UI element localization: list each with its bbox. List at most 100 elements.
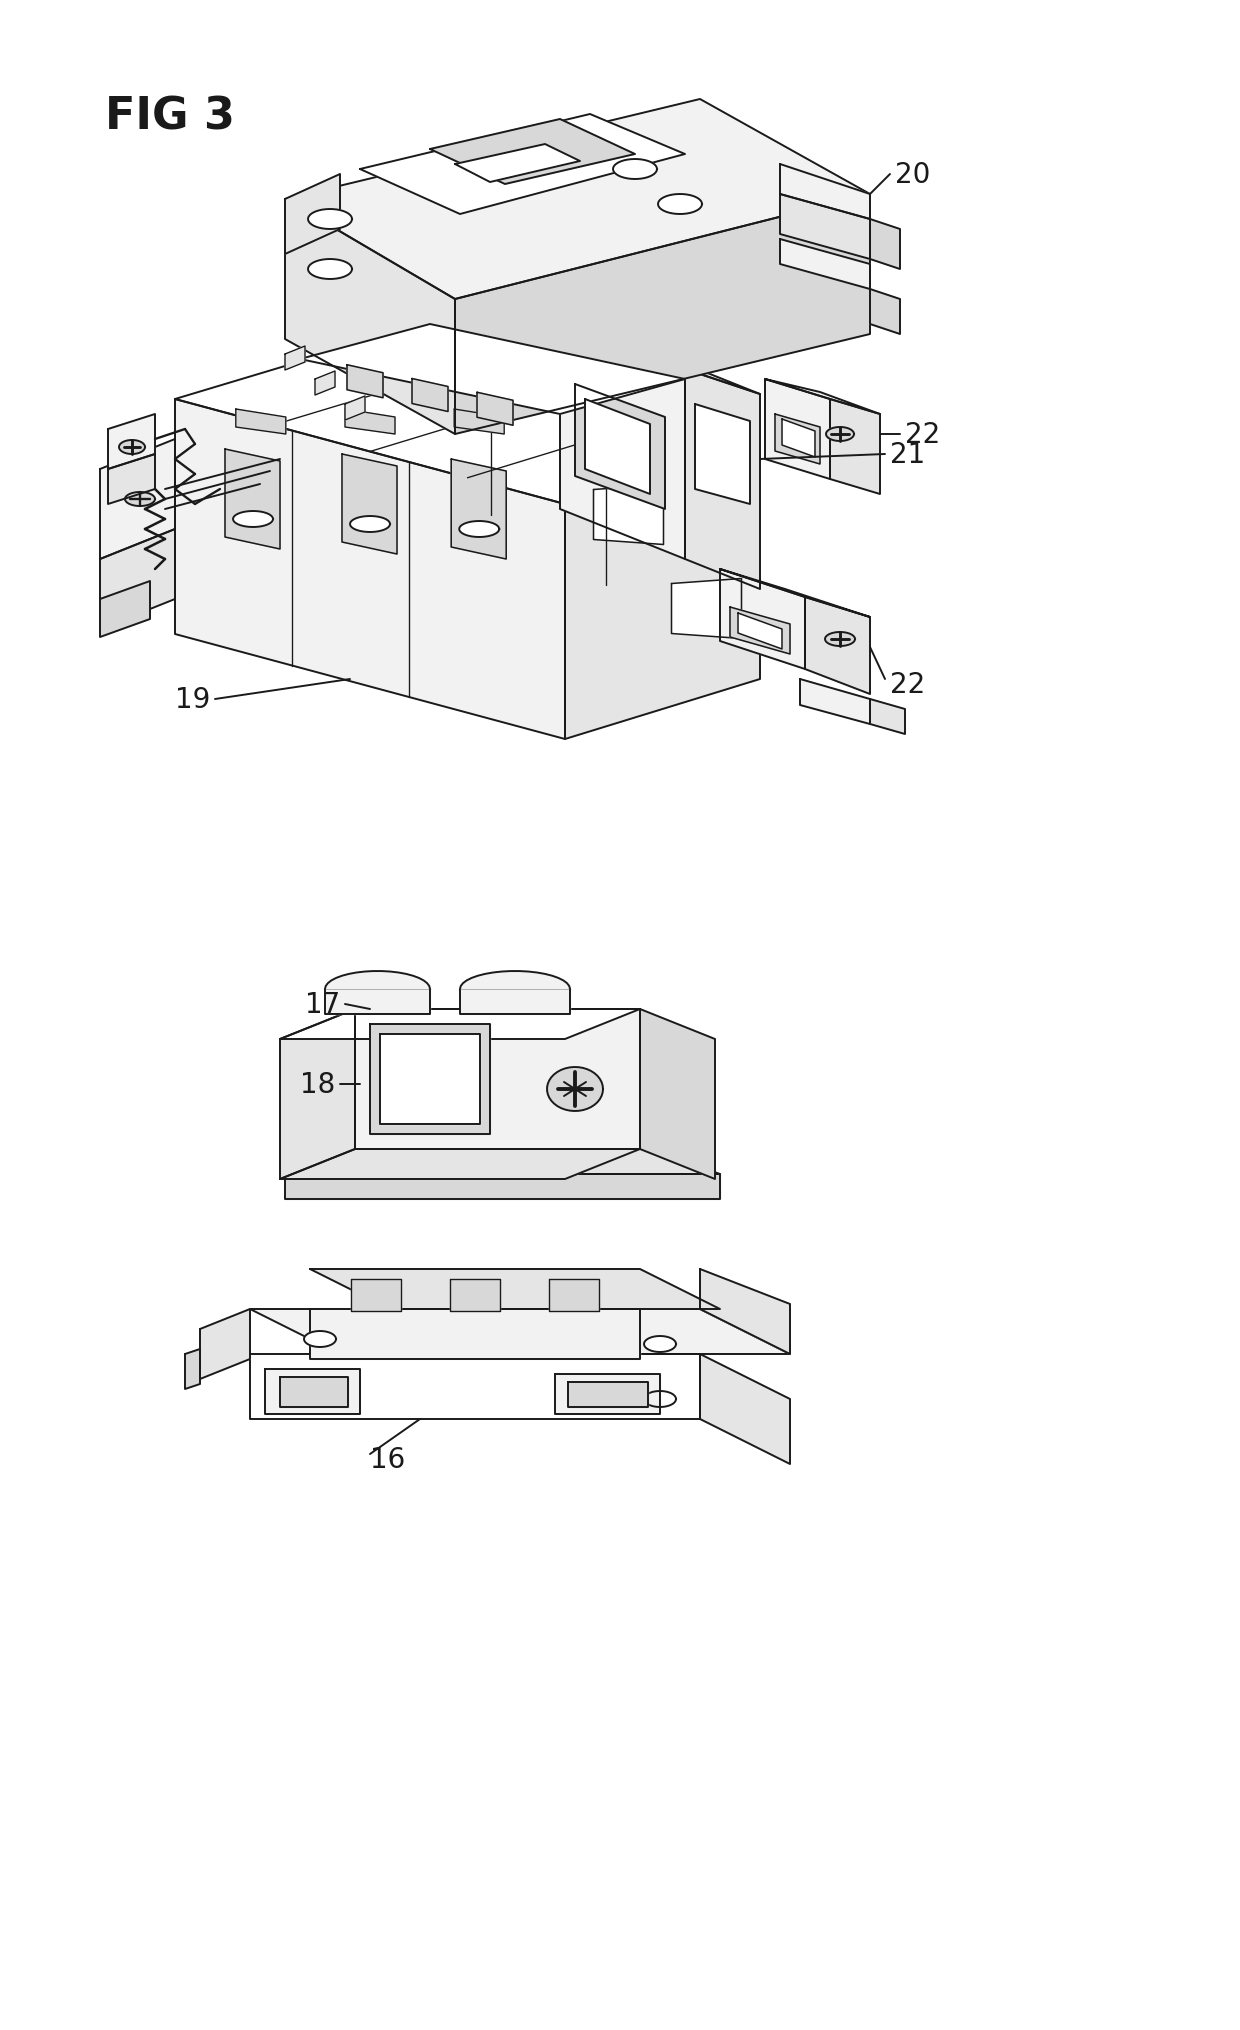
Polygon shape	[250, 1354, 701, 1419]
Polygon shape	[285, 175, 340, 256]
Polygon shape	[870, 700, 905, 735]
Polygon shape	[412, 380, 448, 412]
Polygon shape	[644, 1336, 676, 1352]
Text: 17: 17	[305, 991, 340, 1019]
Polygon shape	[694, 404, 750, 505]
Polygon shape	[125, 493, 155, 508]
Polygon shape	[780, 164, 870, 219]
Polygon shape	[285, 347, 305, 371]
Polygon shape	[224, 451, 280, 550]
Polygon shape	[347, 365, 383, 398]
Polygon shape	[285, 199, 455, 434]
Polygon shape	[175, 400, 565, 739]
Polygon shape	[310, 1309, 640, 1360]
Polygon shape	[233, 512, 273, 528]
Polygon shape	[285, 99, 870, 300]
Polygon shape	[805, 597, 870, 694]
Polygon shape	[800, 680, 870, 725]
Polygon shape	[360, 116, 684, 215]
Polygon shape	[826, 428, 854, 443]
Polygon shape	[345, 410, 396, 434]
Polygon shape	[830, 400, 880, 495]
Polygon shape	[613, 160, 657, 181]
Polygon shape	[304, 1332, 336, 1348]
Polygon shape	[280, 1009, 355, 1179]
Polygon shape	[455, 195, 870, 434]
Polygon shape	[119, 441, 145, 455]
Text: 22: 22	[905, 420, 940, 449]
Polygon shape	[780, 195, 870, 260]
Polygon shape	[549, 1279, 599, 1311]
Polygon shape	[308, 260, 352, 280]
Polygon shape	[325, 989, 430, 1015]
Polygon shape	[765, 380, 830, 479]
Polygon shape	[782, 420, 815, 459]
Polygon shape	[280, 1376, 348, 1407]
Polygon shape	[200, 1309, 250, 1378]
Polygon shape	[775, 414, 820, 465]
Polygon shape	[684, 369, 760, 589]
Polygon shape	[108, 414, 155, 469]
Polygon shape	[450, 1279, 500, 1311]
Text: 22: 22	[890, 670, 925, 698]
Polygon shape	[351, 1279, 401, 1311]
Polygon shape	[640, 1009, 715, 1179]
Polygon shape	[870, 219, 900, 270]
Polygon shape	[250, 1309, 790, 1354]
Polygon shape	[315, 371, 335, 396]
Text: 20: 20	[895, 160, 930, 189]
Polygon shape	[350, 518, 391, 532]
Text: 21: 21	[890, 441, 925, 469]
Polygon shape	[547, 1068, 603, 1112]
Polygon shape	[265, 1370, 360, 1415]
Polygon shape	[280, 1009, 640, 1039]
Polygon shape	[730, 607, 790, 656]
Polygon shape	[765, 380, 880, 414]
Polygon shape	[108, 455, 155, 505]
Polygon shape	[175, 339, 760, 505]
Polygon shape	[644, 1391, 676, 1407]
Polygon shape	[100, 583, 150, 637]
Polygon shape	[308, 209, 352, 229]
Polygon shape	[459, 522, 500, 538]
Polygon shape	[185, 1350, 200, 1389]
Polygon shape	[100, 441, 175, 560]
Polygon shape	[310, 1269, 720, 1309]
Text: FIG 3: FIG 3	[105, 95, 234, 138]
Polygon shape	[738, 613, 782, 650]
Polygon shape	[370, 1025, 490, 1135]
Polygon shape	[460, 972, 570, 989]
Polygon shape	[285, 1149, 720, 1175]
Polygon shape	[560, 321, 684, 560]
Polygon shape	[280, 1149, 640, 1179]
Polygon shape	[304, 1386, 336, 1403]
Polygon shape	[575, 386, 665, 510]
Polygon shape	[345, 396, 365, 420]
Polygon shape	[300, 325, 684, 414]
Polygon shape	[560, 321, 760, 394]
Polygon shape	[477, 394, 513, 426]
Polygon shape	[379, 1035, 480, 1125]
Polygon shape	[672, 579, 742, 639]
Polygon shape	[355, 1009, 640, 1149]
Polygon shape	[658, 195, 702, 215]
Polygon shape	[460, 989, 570, 1015]
Polygon shape	[701, 1269, 790, 1354]
Polygon shape	[454, 410, 505, 434]
Text: 19: 19	[175, 686, 210, 715]
Polygon shape	[870, 290, 900, 335]
Polygon shape	[701, 1354, 790, 1464]
Polygon shape	[825, 633, 856, 648]
Polygon shape	[720, 570, 870, 617]
Polygon shape	[325, 972, 430, 989]
Polygon shape	[451, 459, 506, 560]
Polygon shape	[585, 400, 650, 495]
Polygon shape	[100, 530, 175, 629]
Polygon shape	[594, 485, 663, 546]
Polygon shape	[568, 1382, 649, 1407]
Polygon shape	[720, 570, 805, 670]
Text: 16: 16	[370, 1445, 405, 1474]
Polygon shape	[780, 240, 870, 290]
Polygon shape	[342, 455, 397, 554]
Polygon shape	[556, 1374, 660, 1415]
